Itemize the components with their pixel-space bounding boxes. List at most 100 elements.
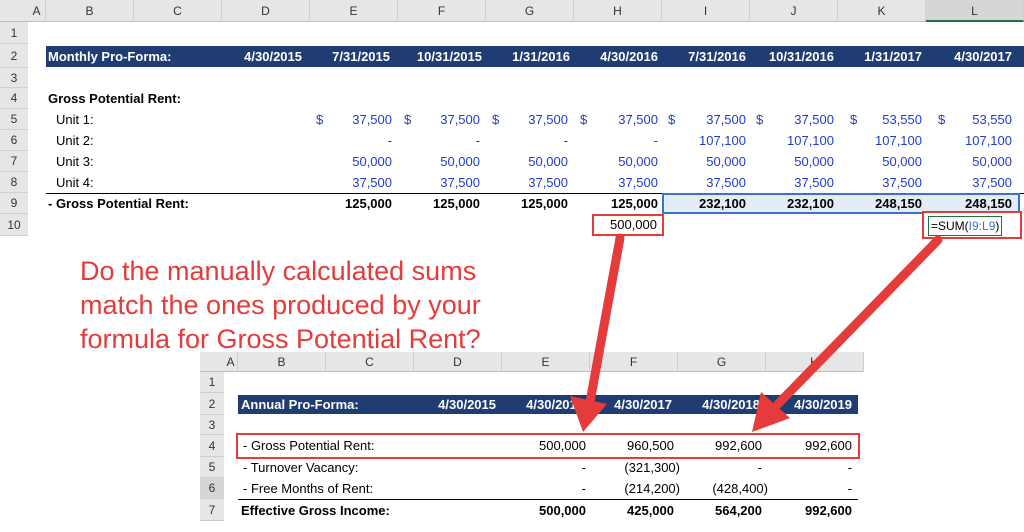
col2-header-b[interactable]: B: [238, 352, 326, 372]
free-months-value[interactable]: -: [581, 481, 586, 496]
egi-value[interactable]: 500,000: [539, 503, 586, 518]
unit-1-value[interactable]: 37,500: [618, 112, 658, 127]
total-value[interactable]: 232,100: [787, 196, 834, 211]
row-header-5[interactable]: 5: [0, 109, 28, 130]
unit-4-value[interactable]: 37,500: [528, 175, 568, 190]
row2-header-1[interactable]: 1: [200, 372, 224, 393]
unit-3-label: Unit 3:: [56, 154, 94, 169]
col-header-e[interactable]: E: [310, 0, 398, 22]
annual-gpr-value[interactable]: 992,600: [715, 438, 762, 453]
col-header-g[interactable]: G: [486, 0, 574, 22]
unit-1-value[interactable]: 37,500: [528, 112, 568, 127]
annual-gpr-value[interactable]: 992,600: [805, 438, 852, 453]
select-all-corner-2[interactable]: [200, 352, 224, 372]
annual-row-label: - Gross Potential Rent:: [243, 438, 375, 453]
unit-3-value[interactable]: 50,000: [528, 154, 568, 169]
row2-header-2[interactable]: 2: [200, 393, 224, 415]
unit-4-value[interactable]: 37,500: [352, 175, 392, 190]
col-header-k[interactable]: K: [838, 0, 926, 22]
col-header-i[interactable]: I: [662, 0, 750, 22]
row-header-4[interactable]: 4: [0, 88, 28, 109]
unit-4-value[interactable]: 37,500: [440, 175, 480, 190]
unit-1-value[interactable]: 37,500: [794, 112, 834, 127]
selected-range-i9-l9[interactable]: [662, 193, 1020, 214]
egi-value[interactable]: 992,600: [805, 503, 852, 518]
unit-4-value[interactable]: 37,500: [972, 175, 1012, 190]
unit-3-value[interactable]: 50,000: [794, 154, 834, 169]
annual-gpr-value[interactable]: 960,500: [627, 438, 674, 453]
free-months-value[interactable]: (428,400): [712, 481, 768, 496]
unit-2-value[interactable]: 107,100: [699, 133, 746, 148]
total-value[interactable]: 125,000: [611, 196, 658, 211]
unit-4-value[interactable]: 37,500: [882, 175, 922, 190]
unit-4-value[interactable]: 37,500: [618, 175, 658, 190]
free-months-value[interactable]: -: [847, 481, 852, 496]
turnover-value[interactable]: -: [581, 460, 586, 475]
col-header-d[interactable]: D: [222, 0, 310, 22]
col2-header-a[interactable]: A: [224, 352, 238, 372]
col-header-j[interactable]: J: [750, 0, 838, 22]
unit-3-value[interactable]: 50,000: [706, 154, 746, 169]
col-header-b[interactable]: B: [46, 0, 134, 22]
col2-header-c[interactable]: C: [326, 352, 414, 372]
unit-1-value[interactable]: 37,500: [352, 112, 392, 127]
row-header-6[interactable]: 6: [0, 130, 28, 151]
col-header-f[interactable]: F: [398, 0, 486, 22]
row2-header-4[interactable]: 4: [200, 435, 224, 457]
col2-header-e[interactable]: E: [502, 352, 590, 372]
unit-1-value[interactable]: 37,500: [440, 112, 480, 127]
total-value[interactable]: 125,000: [345, 196, 392, 211]
gross-rent-highlight: [236, 433, 860, 459]
row2-header-5[interactable]: 5: [200, 457, 224, 478]
unit-4-value[interactable]: 37,500: [794, 175, 834, 190]
unit-1-value[interactable]: 53,550: [882, 112, 922, 127]
row-header-3[interactable]: 3: [0, 68, 28, 88]
select-all-corner[interactable]: [0, 0, 28, 22]
unit-2-value[interactable]: -: [653, 133, 658, 148]
col2-header-f[interactable]: F: [590, 352, 678, 372]
row-header-1[interactable]: 1: [0, 22, 28, 44]
annual-gpr-value[interactable]: 500,000: [539, 438, 586, 453]
row-header-2[interactable]: 2: [0, 44, 28, 68]
unit-2-value[interactable]: 107,100: [787, 133, 834, 148]
free-months-value[interactable]: (214,200): [624, 481, 680, 496]
egi-value[interactable]: 425,000: [627, 503, 674, 518]
unit-3-value[interactable]: 50,000: [440, 154, 480, 169]
col-header-h[interactable]: H: [574, 0, 662, 22]
row2-header-6[interactable]: 6: [200, 478, 224, 499]
total-value[interactable]: 248,150: [965, 196, 1012, 211]
egi-value[interactable]: 564,200: [715, 503, 762, 518]
total-value[interactable]: 232,100: [699, 196, 746, 211]
row-header-8[interactable]: 8: [0, 172, 28, 193]
row2-header-7[interactable]: 7: [200, 499, 224, 521]
unit-1-value[interactable]: 37,500: [706, 112, 746, 127]
row2-header-3[interactable]: 3: [200, 415, 224, 435]
unit-2-value[interactable]: -: [475, 133, 480, 148]
manual-sum-cell[interactable]: 500,000: [592, 214, 664, 236]
unit-2-value[interactable]: -: [563, 133, 568, 148]
unit-2-value[interactable]: -: [387, 133, 392, 148]
formula-cell-l10[interactable]: =SUM(I9:L9): [922, 211, 1022, 239]
col2-header-g[interactable]: G: [678, 352, 766, 372]
unit-3-value[interactable]: 50,000: [618, 154, 658, 169]
row-header-9[interactable]: 9: [0, 193, 28, 214]
row-header-7[interactable]: 7: [0, 151, 28, 172]
unit-4-value[interactable]: 37,500: [706, 175, 746, 190]
unit-3-value[interactable]: 50,000: [972, 154, 1012, 169]
col2-header-d[interactable]: D: [414, 352, 502, 372]
annotation-line-1: Do the manually calculated sums: [80, 256, 477, 286]
turnover-value[interactable]: -: [757, 460, 762, 475]
col-header-c[interactable]: C: [134, 0, 222, 22]
unit-1-value[interactable]: 53,550: [972, 112, 1012, 127]
turnover-value[interactable]: -: [847, 460, 852, 475]
unit-3-value[interactable]: 50,000: [882, 154, 922, 169]
col-header-a[interactable]: A: [28, 0, 46, 22]
total-value[interactable]: 248,150: [875, 196, 922, 211]
unit-3-value[interactable]: 50,000: [352, 154, 392, 169]
unit-2-value[interactable]: 107,100: [875, 133, 922, 148]
row-header-10[interactable]: 10: [0, 214, 28, 236]
total-value[interactable]: 125,000: [521, 196, 568, 211]
turnover-value[interactable]: (321,300): [624, 460, 680, 475]
total-value[interactable]: 125,000: [433, 196, 480, 211]
unit-2-value[interactable]: 107,100: [965, 133, 1012, 148]
